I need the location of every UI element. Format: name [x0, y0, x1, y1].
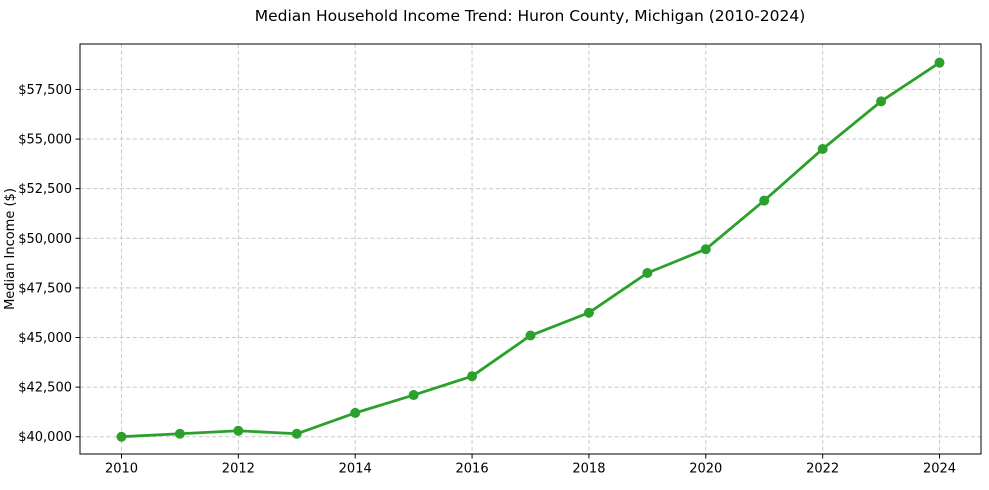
plot-border	[79, 43, 982, 455]
data-point-marker	[408, 390, 419, 401]
data-point-marker	[934, 57, 945, 68]
data-point-marker	[642, 268, 653, 279]
y-tick-label: $45,000	[18, 331, 72, 346]
x-tick-label: 2024	[923, 462, 956, 477]
x-tick-label: 2018	[572, 462, 605, 477]
data-point-marker	[116, 431, 127, 442]
data-point-marker	[759, 195, 770, 206]
y-tick-label: $40,000	[18, 430, 72, 445]
y-tick-label: $57,500	[18, 83, 72, 98]
x-tick-label: 2014	[339, 462, 372, 477]
y-tick-label: $55,000	[18, 133, 72, 148]
data-point-marker	[525, 330, 536, 341]
y-axis-label: Median Income ($)	[3, 188, 18, 310]
x-tick-label: 2020	[689, 462, 722, 477]
y-tick-label: $42,500	[18, 381, 72, 396]
x-tick-label: 2010	[105, 462, 138, 477]
x-tick-label: 2016	[456, 462, 489, 477]
y-tick-label: $47,500	[18, 281, 72, 296]
chart-title: Median Household Income Trend: Huron Cou…	[255, 7, 806, 25]
data-point-marker	[700, 244, 711, 255]
y-tick-label: $50,000	[18, 232, 72, 247]
data-point-marker	[467, 371, 478, 382]
data-point-marker	[291, 428, 302, 439]
data-point-marker	[174, 428, 185, 439]
data-point-marker	[350, 407, 361, 418]
x-tick-label: 2012	[222, 462, 255, 477]
data-point-marker	[583, 307, 594, 318]
data-point-marker	[233, 425, 244, 436]
trend-line	[120, 61, 941, 439]
data-point-marker	[817, 143, 828, 154]
x-tick-label: 2022	[806, 462, 839, 477]
data-point-marker	[876, 96, 887, 107]
y-tick-label: $52,500	[18, 182, 72, 197]
